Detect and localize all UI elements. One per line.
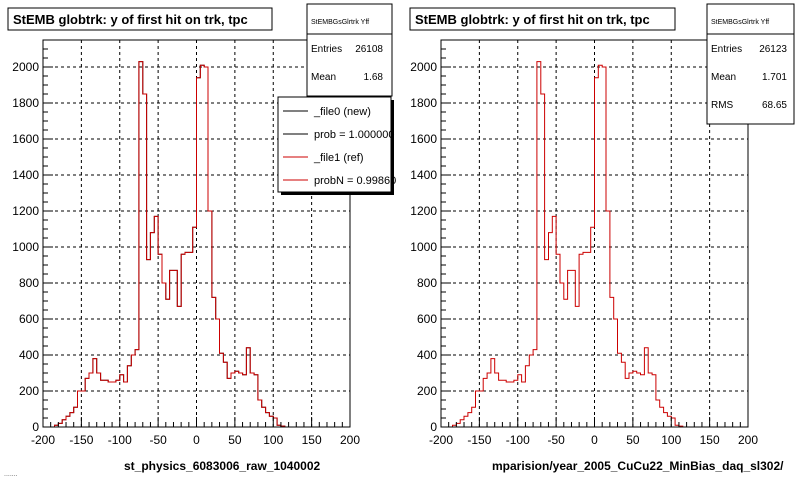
legend-frame (277, 96, 392, 193)
x-tick-label: 100 (661, 433, 681, 447)
stats-box-title: StEMBGsGlrtrk Yff (711, 19, 769, 26)
x-tick-label: -100 (108, 433, 132, 447)
x-tick-label: 200 (340, 433, 360, 447)
y-tick-label: 1400 (410, 168, 437, 182)
y-tick-label: 800 (417, 276, 437, 290)
y-tick-label: 1600 (410, 132, 437, 146)
footer-text: ....... (4, 471, 18, 478)
y-tick-label: 600 (417, 312, 437, 326)
title-box (7, 7, 273, 31)
legend-label: _file1 (ref) (313, 152, 364, 164)
x-tick-label: -200 (31, 433, 55, 447)
x-tick-label: 50 (626, 433, 640, 447)
y-tick-label: 600 (19, 312, 39, 326)
y-tick-label: 0 (32, 420, 39, 434)
stats-box-frame (306, 3, 393, 97)
stats-label: Entries (711, 44, 742, 55)
stats-box-title: StEMBGsGlrtrk Yff (311, 19, 369, 26)
y-tick-label: 1000 (12, 240, 39, 254)
stats-value: 68.65 (762, 100, 787, 111)
y-tick-label: 1800 (12, 96, 39, 110)
y-tick-label: 1200 (12, 204, 39, 218)
stats-box: StEMBGsGlrtrk Yff Entries 26123 Mean 1.701 RM… (706, 3, 795, 125)
legend: _file0 (new) prob = 1.000000 _file1 (ref) p… (277, 96, 396, 195)
y-tick-label: 0 (430, 420, 437, 434)
y-tick-label: 2000 (410, 60, 437, 74)
histogram-pad-2: -200 -150 -100 -50 0 50 100 150 2000200400600800… (409, 3, 795, 473)
legend-label: _file0 (new) (313, 106, 371, 118)
stats-box-frame (706, 3, 795, 125)
y-tick-label: 800 (19, 276, 39, 290)
x-tick-label: -150 (69, 433, 93, 447)
x-tick-label: 100 (263, 433, 283, 447)
legend-label: probN = 0.99860 (314, 175, 396, 187)
chart-title: StEMB globtrk: y of first hit on trk, tp… (13, 12, 248, 27)
x-tick-label: -200 (429, 433, 453, 447)
title-box (409, 7, 676, 31)
y-tick-label: 200 (417, 384, 437, 398)
y-tick-label: 1600 (12, 132, 39, 146)
x-tick-label: -50 (547, 433, 565, 447)
stats-box: StEMBGsGlrtrk Yff Entries 26108 Mean 1.68 (306, 3, 393, 97)
legend-label: prob = 1.000000 (314, 129, 394, 141)
y-tick-label: 1200 (410, 204, 437, 218)
stats-value: 26123 (759, 44, 787, 55)
stats-label: Entries (311, 44, 342, 55)
x-tick-label: 0 (193, 433, 200, 447)
y-tick-label: 1400 (12, 168, 39, 182)
x-tick-label: -100 (506, 433, 530, 447)
y-tick-label: 200 (19, 384, 39, 398)
x-tick-label: 0 (591, 433, 598, 447)
x-tick-label: 50 (228, 433, 242, 447)
x-axis-label: mparision/year_2005_CuCu22_MinBias_daq_s… (492, 459, 784, 473)
stats-label: Mean (711, 72, 736, 83)
stats-label: Mean (311, 72, 336, 83)
stats-value: 26108 (355, 44, 383, 55)
x-tick-label: 200 (738, 433, 758, 447)
x-tick-label: -150 (467, 433, 491, 447)
x-tick-label: -50 (149, 433, 167, 447)
y-tick-label: 1000 (410, 240, 437, 254)
y-tick-label: 2000 (12, 60, 39, 74)
histogram-series-line (452, 61, 684, 427)
histogram-pad-1: -200 -150 -100 -50 0 50 100 150 2000200400600800… (7, 3, 396, 473)
x-tick-label: 150 (700, 433, 720, 447)
y-tick-label: 1800 (410, 96, 437, 110)
x-tick-label: 150 (302, 433, 322, 447)
stats-value: 1.701 (762, 72, 787, 83)
histogram-series-line (54, 61, 286, 427)
stats-value: 1.68 (364, 72, 384, 83)
y-tick-label: 400 (19, 348, 39, 362)
y-tick-label: 400 (417, 348, 437, 362)
stats-label: RMS (711, 100, 734, 111)
chart-title: StEMB globtrk: y of first hit on trk, tp… (415, 12, 650, 27)
x-axis-label: st_physics_6083006_raw_1040002 (124, 459, 320, 473)
